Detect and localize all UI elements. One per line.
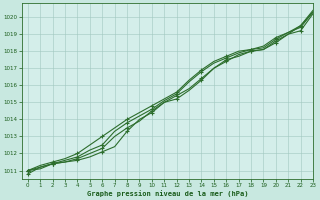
X-axis label: Graphe pression niveau de la mer (hPa): Graphe pression niveau de la mer (hPa) xyxy=(87,190,248,197)
